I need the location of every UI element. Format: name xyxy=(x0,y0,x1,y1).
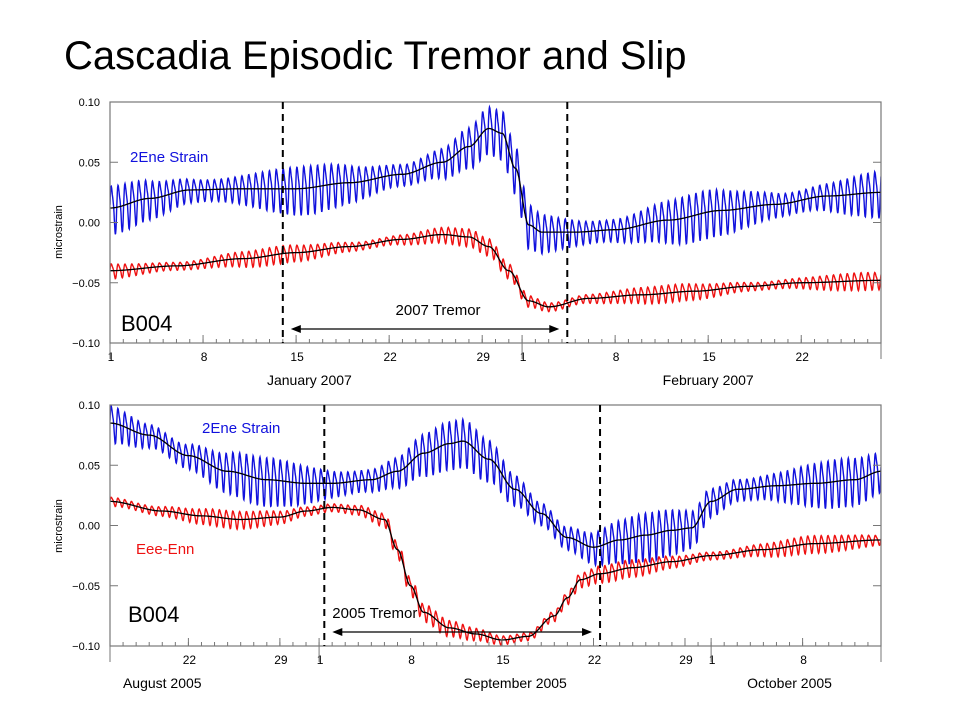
plot-frame xyxy=(109,404,882,647)
y-tick-label: 0.00 xyxy=(79,218,100,230)
smoothed-line-2ene-strain xyxy=(110,422,881,548)
tremor-arrowhead-right xyxy=(582,628,593,636)
x-tick-label: 22 xyxy=(183,653,197,667)
tremor-arrowhead-left xyxy=(290,325,301,333)
month-label: August 2005 xyxy=(123,675,202,691)
y-tick-label: −0.10 xyxy=(72,641,100,653)
month-label: September 2005 xyxy=(463,675,567,691)
x-tick-label: 29 xyxy=(477,350,491,364)
tremor-arrowhead-left xyxy=(332,628,343,636)
tremor-label: 2005 Tremor xyxy=(332,605,417,622)
series-label-2ene-strain: 2Ene Strain xyxy=(130,149,208,166)
tremor-label: 2007 Tremor xyxy=(396,302,481,319)
x-tick-label: 29 xyxy=(274,653,288,667)
x-tick-label: 1 xyxy=(709,653,716,667)
tremor-arrowhead-right xyxy=(549,325,560,333)
x-tick-label: 8 xyxy=(800,653,807,667)
y-tick-label: 0.00 xyxy=(79,521,100,533)
month-label: February 2007 xyxy=(663,372,754,388)
smoothed-line-2ene-strain xyxy=(110,127,881,233)
x-tick-label: 8 xyxy=(613,350,620,364)
panel-2005: 0.10 0.05 0.00 −0.05 −0.10 22 29 1 8 15 22 29 1 8 Aug… xyxy=(53,400,882,691)
x-tick-label: 1 xyxy=(317,653,324,667)
month-label: October 2005 xyxy=(747,675,832,691)
x-tick-label: 22 xyxy=(588,653,602,667)
series-line-red xyxy=(110,226,881,313)
x-tick-label: 15 xyxy=(290,350,304,364)
series-line-2ene-strain xyxy=(110,405,881,568)
station-label: B004 xyxy=(121,311,172,336)
y-tick-label: 0.10 xyxy=(79,97,100,109)
smoothed-line-red xyxy=(110,233,881,308)
y-axis-label: microstrain xyxy=(53,205,65,259)
x-tick-label: 22 xyxy=(383,350,397,364)
page-title: Cascadia Episodic Tremor and Slip xyxy=(64,34,687,78)
x-tick-label: 1 xyxy=(108,350,115,364)
month-label: January 2007 xyxy=(267,372,352,388)
y-tick-label: 0.05 xyxy=(79,157,100,169)
y-tick-label: −0.05 xyxy=(72,278,100,290)
series-label-eee-enn: Eee-Enn xyxy=(136,541,194,558)
x-tick-label: 8 xyxy=(408,653,415,667)
y-tick-label: −0.10 xyxy=(72,338,100,350)
y-tick-label: 0.05 xyxy=(79,460,100,472)
y-tick-label: −0.05 xyxy=(72,581,100,593)
x-tick-label: 22 xyxy=(796,350,810,364)
x-tick-label: 15 xyxy=(703,350,717,364)
series-line-eee-enn xyxy=(110,496,881,646)
y-tick-label: 0.10 xyxy=(79,400,100,412)
x-tick-label: 29 xyxy=(679,653,693,667)
series-line-2ene-strain xyxy=(110,104,881,257)
panel-2007: 0.10 0.05 0.00 −0.05 −0.10 1 8 15 22 29 1 8 15 22 Jan… xyxy=(53,97,882,388)
series-label-2ene-strain: 2Ene Strain xyxy=(202,420,280,437)
x-tick-label: 1 xyxy=(520,350,527,364)
y-axis-label: microstrain xyxy=(53,499,65,553)
x-tick-label: 8 xyxy=(201,350,208,364)
x-tick-label: 15 xyxy=(496,653,510,667)
smoothed-line-eee-enn xyxy=(110,500,881,641)
station-label: B004 xyxy=(128,602,179,627)
